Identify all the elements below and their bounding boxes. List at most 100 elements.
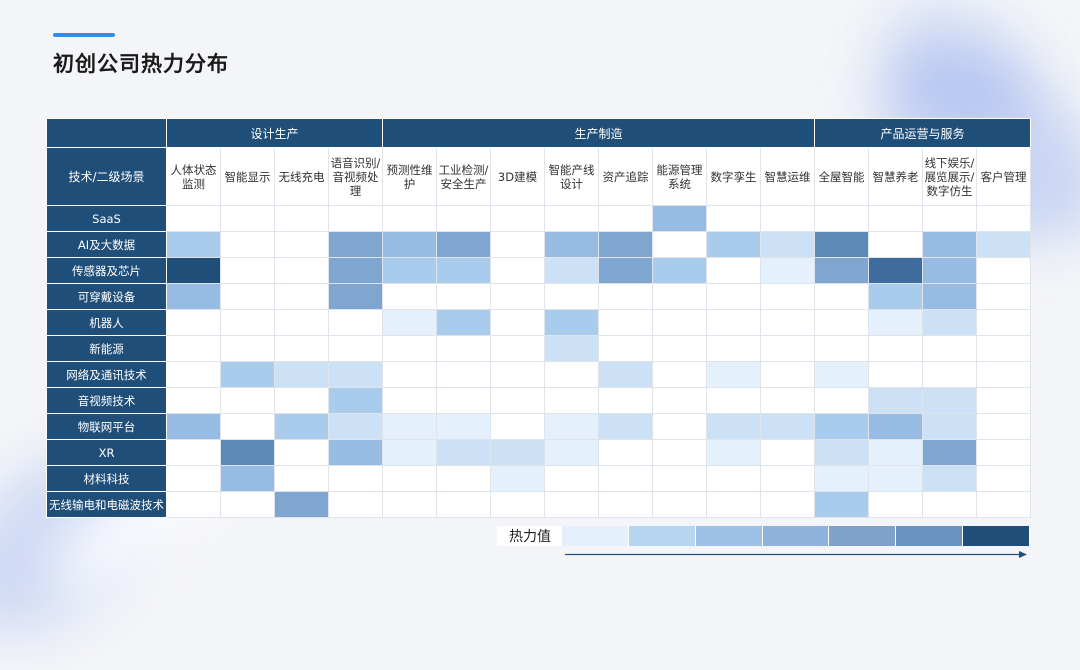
heat-cell bbox=[220, 205, 275, 232]
heat-cell bbox=[328, 361, 383, 388]
heat-cell bbox=[652, 231, 707, 258]
row-header: XR bbox=[46, 439, 167, 466]
column-header: 智能显示 bbox=[220, 147, 275, 206]
heat-cell bbox=[976, 491, 1031, 518]
heat-cell bbox=[598, 361, 653, 388]
heat-cell bbox=[814, 413, 869, 440]
heat-cell bbox=[274, 361, 329, 388]
group-header: 生产制造 bbox=[382, 118, 815, 148]
heat-cell bbox=[436, 309, 491, 336]
column-header: 全屋智能 bbox=[814, 147, 869, 206]
heat-cell bbox=[166, 283, 221, 310]
heat-cell bbox=[598, 387, 653, 414]
heat-cell bbox=[436, 205, 491, 232]
heat-cell bbox=[760, 257, 815, 284]
row-header: 机器人 bbox=[46, 309, 167, 336]
heat-cell bbox=[382, 465, 437, 492]
heat-cell bbox=[814, 283, 869, 310]
heat-cell bbox=[760, 335, 815, 362]
heat-cell bbox=[436, 257, 491, 284]
heat-cell bbox=[544, 491, 599, 518]
heat-cell bbox=[760, 413, 815, 440]
heat-cell bbox=[976, 439, 1031, 466]
group-header: 设计生产 bbox=[166, 118, 383, 148]
heat-cell bbox=[868, 231, 923, 258]
heat-cell bbox=[760, 465, 815, 492]
column-header: 人体状态监测 bbox=[166, 147, 221, 206]
heat-cell bbox=[814, 257, 869, 284]
heat-cell bbox=[490, 465, 545, 492]
row-header: 无线输电和电磁波技术 bbox=[46, 491, 167, 518]
heat-cell bbox=[598, 309, 653, 336]
heat-cell bbox=[220, 309, 275, 336]
heat-cell bbox=[328, 231, 383, 258]
heat-cell bbox=[598, 231, 653, 258]
table-row: 网络及通讯技术 bbox=[46, 361, 1031, 388]
heat-cell bbox=[544, 283, 599, 310]
legend-label: 热力值 bbox=[497, 526, 563, 546]
heat-cell bbox=[760, 283, 815, 310]
heat-cell bbox=[490, 283, 545, 310]
column-header: 智慧运维 bbox=[760, 147, 815, 206]
heat-cell bbox=[814, 387, 869, 414]
heat-cell bbox=[166, 309, 221, 336]
heat-cell bbox=[598, 257, 653, 284]
heat-cell bbox=[868, 361, 923, 388]
legend-swatch bbox=[628, 526, 696, 546]
heat-cell bbox=[274, 205, 329, 232]
heat-cell bbox=[652, 465, 707, 492]
heat-cell bbox=[490, 413, 545, 440]
heat-cell bbox=[760, 439, 815, 466]
heat-cell bbox=[220, 231, 275, 258]
heat-cell bbox=[544, 257, 599, 284]
heat-cell bbox=[598, 439, 653, 466]
heat-cell bbox=[814, 439, 869, 466]
heat-cell bbox=[274, 309, 329, 336]
heat-cell bbox=[382, 257, 437, 284]
heat-cell bbox=[598, 205, 653, 232]
heat-cell bbox=[220, 283, 275, 310]
column-header: 智慧养老 bbox=[868, 147, 923, 206]
heat-cell bbox=[328, 387, 383, 414]
heat-cell bbox=[814, 309, 869, 336]
heat-cell bbox=[922, 491, 977, 518]
heat-cell bbox=[922, 205, 977, 232]
heat-cell bbox=[598, 465, 653, 492]
table-row: 音视频技术 bbox=[46, 387, 1031, 414]
heat-cell bbox=[490, 387, 545, 414]
legend-swatch bbox=[963, 526, 1031, 546]
column-header: 客户管理 bbox=[976, 147, 1031, 206]
heat-cell bbox=[436, 491, 491, 518]
heat-cell bbox=[544, 465, 599, 492]
heat-cell bbox=[220, 257, 275, 284]
heat-cell bbox=[976, 413, 1031, 440]
heat-cell bbox=[544, 205, 599, 232]
heat-cell bbox=[328, 335, 383, 362]
heat-cell bbox=[544, 335, 599, 362]
heat-cell bbox=[814, 231, 869, 258]
column-header: 数字孪生 bbox=[706, 147, 761, 206]
heat-cell bbox=[328, 465, 383, 492]
heat-cell bbox=[706, 465, 761, 492]
heat-cell bbox=[274, 387, 329, 414]
heat-cell bbox=[868, 465, 923, 492]
row-header: 网络及通讯技术 bbox=[46, 361, 167, 388]
heat-cell bbox=[544, 309, 599, 336]
heat-cell bbox=[652, 257, 707, 284]
heat-cell bbox=[652, 439, 707, 466]
heat-cell bbox=[706, 335, 761, 362]
heat-cell bbox=[598, 413, 653, 440]
heat-cell bbox=[490, 309, 545, 336]
heat-cell bbox=[436, 465, 491, 492]
heat-cell bbox=[706, 491, 761, 518]
table-row: 传感器及芯片 bbox=[46, 257, 1031, 284]
heat-cell bbox=[436, 335, 491, 362]
heat-cell bbox=[220, 361, 275, 388]
heat-cell bbox=[382, 309, 437, 336]
heat-cell bbox=[328, 283, 383, 310]
column-header: 3D建模 bbox=[490, 147, 545, 206]
table-row: SaaS bbox=[46, 205, 1031, 232]
heat-cell bbox=[274, 465, 329, 492]
heat-cell bbox=[760, 205, 815, 232]
row-header: 新能源 bbox=[46, 335, 167, 362]
